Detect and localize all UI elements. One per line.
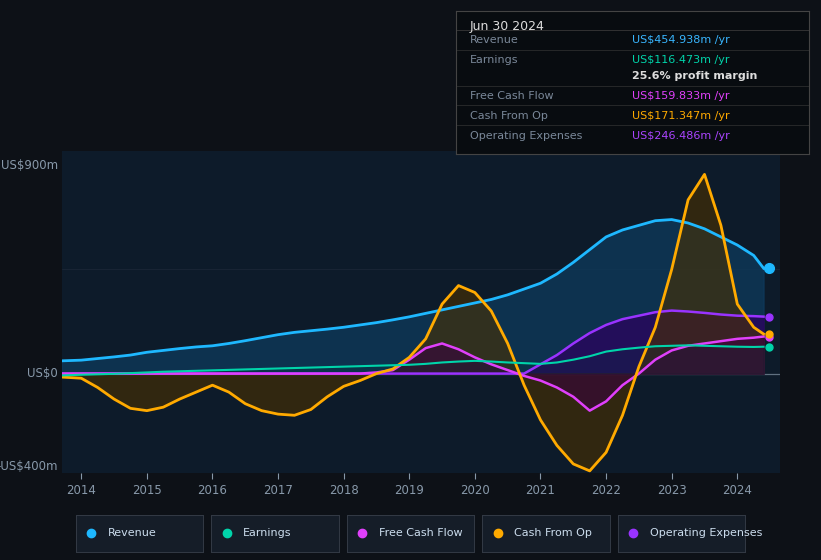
Text: US$900m: US$900m [1,158,58,171]
Text: Revenue: Revenue [470,35,519,45]
Text: 25.6% profit margin: 25.6% profit margin [632,71,758,81]
Text: US$246.486m /yr: US$246.486m /yr [632,131,730,141]
Text: US$116.473m /yr: US$116.473m /yr [632,55,730,66]
Text: US$0: US$0 [27,367,58,380]
Text: Cash From Op: Cash From Op [470,111,548,121]
Text: Revenue: Revenue [108,528,157,538]
Text: Cash From Op: Cash From Op [514,528,592,538]
Text: Operating Expenses: Operating Expenses [649,528,762,538]
Text: Earnings: Earnings [243,528,291,538]
Text: Free Cash Flow: Free Cash Flow [470,91,553,101]
Text: Earnings: Earnings [470,55,518,66]
Text: Free Cash Flow: Free Cash Flow [378,528,462,538]
Text: Jun 30 2024: Jun 30 2024 [470,21,544,34]
Text: US$171.347m /yr: US$171.347m /yr [632,111,730,121]
Text: Operating Expenses: Operating Expenses [470,131,582,141]
Text: US$159.833m /yr: US$159.833m /yr [632,91,730,101]
Text: US$454.938m /yr: US$454.938m /yr [632,35,730,45]
Text: -US$400m: -US$400m [0,460,58,473]
